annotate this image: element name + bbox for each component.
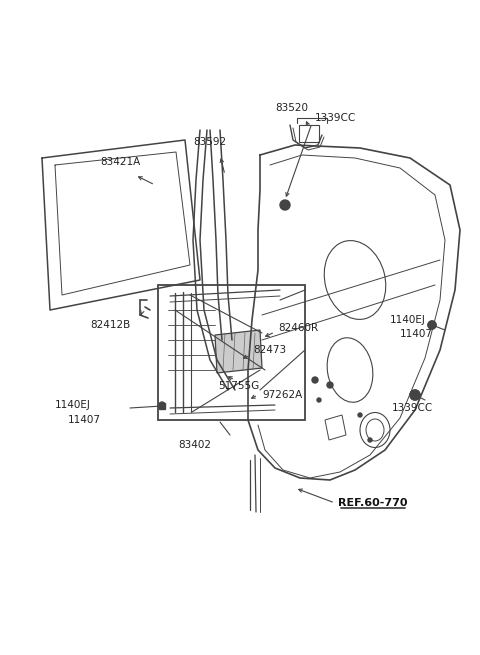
Text: 82412B: 82412B [90,320,130,330]
Circle shape [317,398,321,402]
Circle shape [410,390,420,400]
Text: 82473: 82473 [253,345,286,355]
Text: 1339CC: 1339CC [315,113,356,123]
Text: 11407: 11407 [68,415,101,425]
Circle shape [410,390,420,400]
Text: REF.60-770: REF.60-770 [338,498,408,508]
Circle shape [358,413,362,417]
Text: 83520: 83520 [276,103,309,113]
Circle shape [368,438,372,442]
Text: 11407: 11407 [400,329,433,339]
Text: 51755G: 51755G [218,381,259,391]
Text: 83402: 83402 [179,440,212,450]
Text: 1140EJ: 1140EJ [390,315,426,325]
Text: 83592: 83592 [193,137,227,147]
Circle shape [159,402,165,408]
Circle shape [428,321,436,329]
Circle shape [312,377,318,383]
Text: 97262A: 97262A [262,390,302,400]
Circle shape [280,200,290,210]
Text: 1339CC: 1339CC [392,403,433,413]
Text: 83421A: 83421A [100,157,140,167]
Text: 82460R: 82460R [278,323,318,333]
Circle shape [327,382,333,388]
Text: 1140EJ: 1140EJ [55,400,91,410]
Circle shape [428,321,436,329]
Polygon shape [215,330,262,373]
